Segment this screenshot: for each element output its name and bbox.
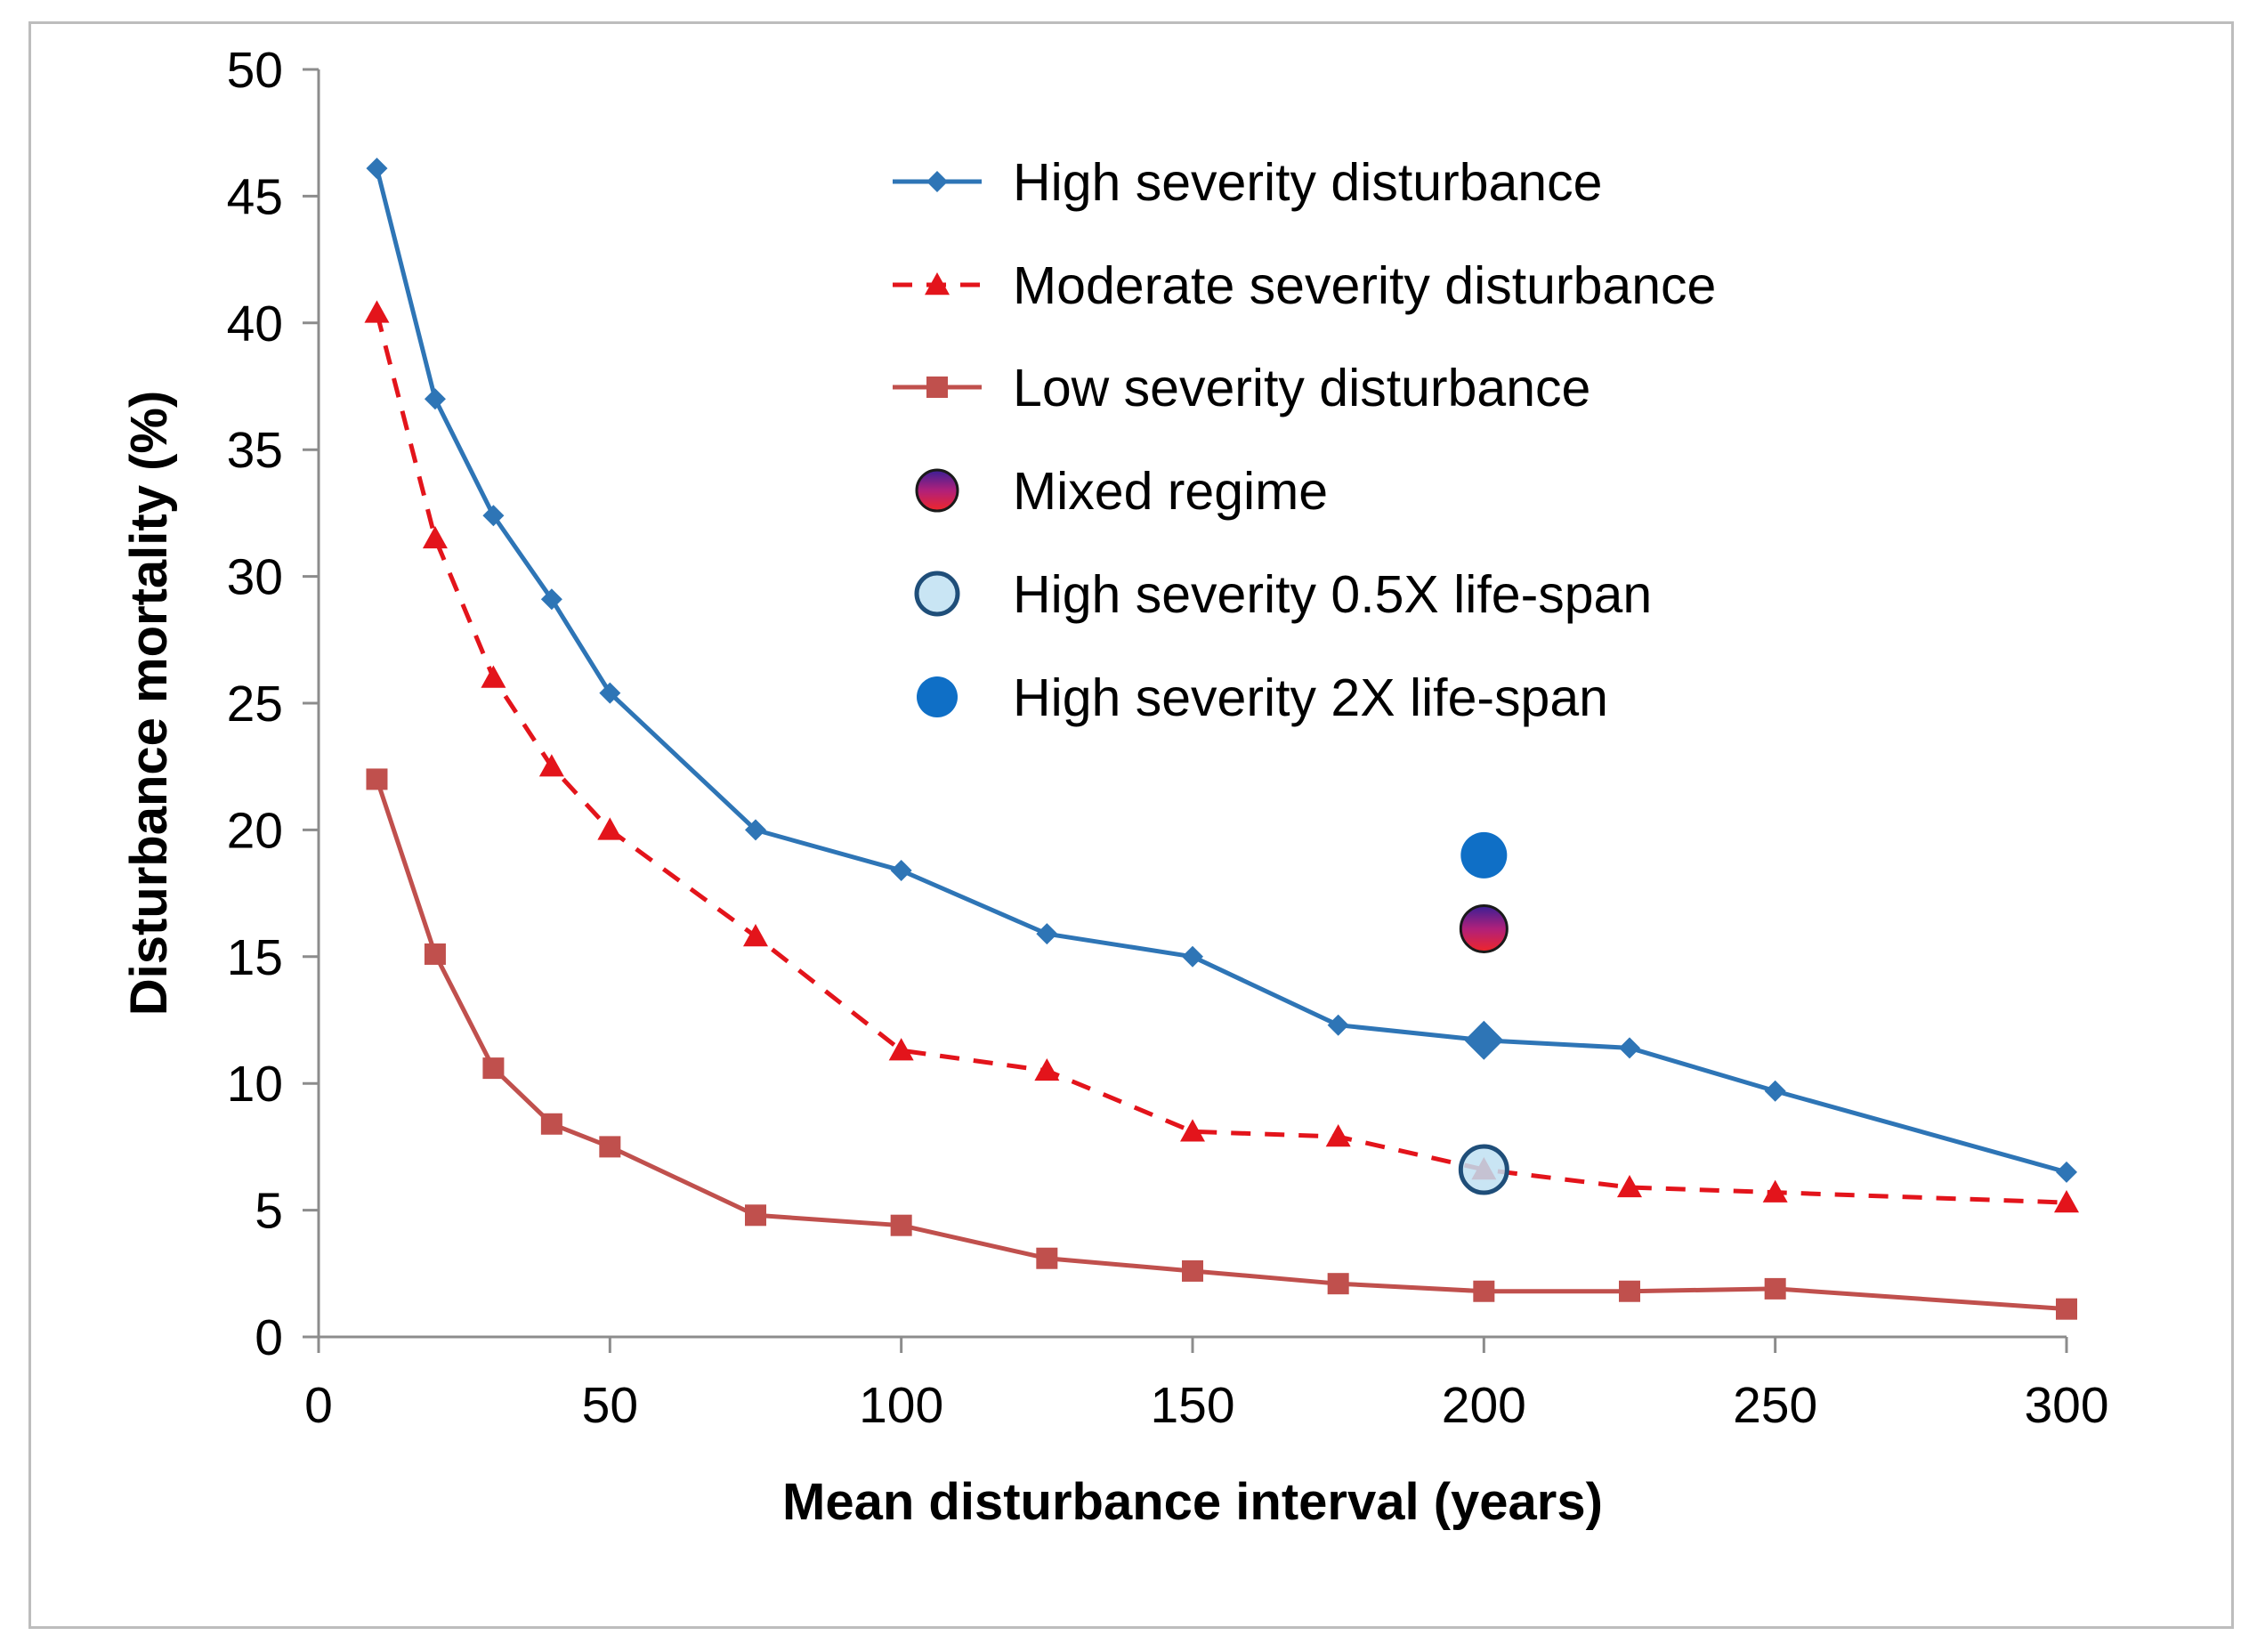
- legend-label: Low severity disturbance: [1013, 359, 1590, 417]
- data-point-low-severity-disturbance: [890, 1214, 912, 1236]
- data-point-high-severity-disturbance: [424, 388, 446, 410]
- legend-item-high-severity-disturbance: High severity disturbance: [893, 153, 1602, 212]
- data-point-low-severity-disturbance: [1182, 1259, 1203, 1282]
- legend-item-moderate-severity-disturbance: Moderate severity disturbance: [893, 256, 1716, 315]
- data-point-moderate-severity-disturbance: [1617, 1174, 1642, 1198]
- legend-label: High severity disturbance: [1013, 153, 1602, 212]
- legend-label: High severity 2X life-span: [1013, 668, 1608, 727]
- data-point-high-severity-disturbance: [599, 682, 621, 704]
- data-point-low-severity-disturbance: [1619, 1280, 1640, 1302]
- y-tick-label: 10: [227, 1056, 283, 1113]
- data-point-moderate-severity-disturbance: [1325, 1124, 1351, 1147]
- y-tick-label: 15: [227, 929, 283, 986]
- legend: High severity disturbance Moderate severi…: [893, 153, 1716, 727]
- data-point-low-severity-disturbance: [1764, 1277, 1786, 1300]
- legend-item-high-severity-2x-life-span: High severity 2X life-span: [917, 668, 1608, 727]
- x-tick-label: 250: [1733, 1377, 1817, 1434]
- data-point-high-severity-disturbance: [1327, 1014, 1349, 1036]
- legend-label: High severity 0.5X life-span: [1013, 565, 1652, 624]
- legend-label: Moderate severity disturbance: [1013, 256, 1716, 315]
- legend-label: Mixed regime: [1013, 462, 1328, 521]
- series-low-severity-disturbance: [366, 768, 2077, 1320]
- special-points-layer: [1458, 831, 1509, 1195]
- data-point-low-severity-disturbance: [1036, 1247, 1058, 1269]
- data-point-high-severity-disturbance: [1619, 1037, 1640, 1059]
- y-tick-label: 35: [227, 422, 283, 479]
- series-moderate-severity-disturbance: [364, 300, 2079, 1213]
- legend-marker-mixed-regime: [915, 468, 959, 513]
- point-mixed-regime: [1459, 903, 1509, 953]
- data-point-high-severity-disturbance: [1464, 1020, 1504, 1060]
- y-axis-title: Disturbance mortality (%): [120, 391, 178, 1016]
- data-point-moderate-severity-disturbance: [1762, 1179, 1788, 1203]
- data-point-low-severity-disturbance: [540, 1113, 562, 1135]
- data-point-high-severity-disturbance: [745, 819, 766, 841]
- data-point-moderate-severity-disturbance: [1034, 1057, 1060, 1081]
- legend-marker-high-severity-0-5x-life-span: [914, 571, 960, 617]
- data-point-high-severity-disturbance: [890, 859, 912, 881]
- y-tick-label: 5: [255, 1183, 283, 1240]
- data-point-low-severity-disturbance: [599, 1136, 621, 1158]
- data-point-moderate-severity-disturbance: [364, 300, 390, 323]
- data-point-low-severity-disturbance: [424, 943, 446, 965]
- data-point-moderate-severity-disturbance: [2054, 1190, 2079, 1213]
- legend-marker-low-severity-disturbance: [926, 377, 948, 398]
- series-line-moderate-severity-disturbance: [375, 312, 2067, 1205]
- x-tick-label: 50: [582, 1377, 638, 1434]
- x-tick-label: 200: [1442, 1377, 1526, 1434]
- data-point-high-severity-disturbance: [1036, 923, 1058, 945]
- point-high-severity-0-5x-life-span: [1458, 1144, 1509, 1195]
- data-point-low-severity-disturbance: [2056, 1298, 2077, 1320]
- y-tick-label: 30: [227, 549, 283, 606]
- data-point-moderate-severity-disturbance: [1180, 1119, 1205, 1142]
- chart-svg: 0 5 10 15 20 25 30 35 40 45 50 0 50 100 150 200 250 300 H…: [120, 42, 2109, 1531]
- legend-item-low-severity-disturbance: Low severity disturbance: [893, 359, 1590, 417]
- data-point-low-severity-disturbance: [745, 1204, 766, 1227]
- data-point-moderate-severity-disturbance: [888, 1038, 914, 1061]
- y-tick-label: 25: [227, 676, 283, 733]
- x-tick-label: 150: [1150, 1377, 1234, 1434]
- data-point-high-severity-disturbance: [1182, 945, 1203, 968]
- data-point-high-severity-disturbance: [540, 588, 562, 611]
- data-point-moderate-severity-disturbance: [481, 665, 506, 688]
- data-point-high-severity-disturbance: [482, 505, 505, 527]
- legend-item-mixed-regime: Mixed regime: [915, 462, 1328, 521]
- data-point-moderate-severity-disturbance: [597, 817, 623, 840]
- legend-item-high-severity-0-5x-life-span: High severity 0.5X life-span: [914, 565, 1652, 624]
- legend-marker-high-severity-2x-life-span: [917, 676, 958, 717]
- data-point-high-severity-disturbance: [1764, 1080, 1786, 1102]
- data-point-high-severity-disturbance: [2056, 1161, 2077, 1183]
- series-high-severity-disturbance: [366, 158, 2077, 1183]
- x-tick-label: 0: [304, 1377, 333, 1434]
- axes: 0 5 10 15 20 25 30 35 40 45 50 0 50 100 150 200 250 300: [227, 42, 2109, 1434]
- y-tick-label: 0: [255, 1309, 283, 1366]
- data-point-moderate-severity-disturbance: [422, 525, 448, 549]
- y-tick-label: 50: [227, 42, 283, 99]
- legend-marker-high-severity-disturbance: [926, 171, 948, 192]
- data-point-low-severity-disturbance: [482, 1057, 505, 1080]
- series-line-high-severity-disturbance: [374, 166, 2069, 1175]
- x-tick-label: 300: [2024, 1377, 2108, 1434]
- legend-marker-moderate-severity-disturbance: [925, 272, 950, 296]
- data-point-low-severity-disturbance: [1473, 1280, 1495, 1302]
- data-point-moderate-severity-disturbance: [743, 924, 768, 947]
- chart-frame: 0 5 10 15 20 25 30 35 40 45 50 0 50 100 150 200 250 300 H…: [28, 21, 2234, 1629]
- data-point-moderate-severity-disturbance: [538, 754, 564, 777]
- y-tick-label: 40: [227, 296, 283, 352]
- data-point-low-severity-disturbance: [1327, 1273, 1349, 1295]
- y-tick-label: 45: [227, 168, 283, 225]
- x-tick-label: 100: [859, 1377, 943, 1434]
- point-high-severity-2x-life-span: [1460, 831, 1508, 879]
- data-point-low-severity-disturbance: [366, 768, 388, 790]
- x-axis-title: Mean disturbance interval (years): [782, 1473, 1603, 1531]
- data-point-high-severity-disturbance: [366, 158, 388, 180]
- series-line-low-severity-disturbance: [374, 776, 2069, 1312]
- series-layer: [364, 158, 2079, 1320]
- y-tick-label: 20: [227, 802, 283, 859]
